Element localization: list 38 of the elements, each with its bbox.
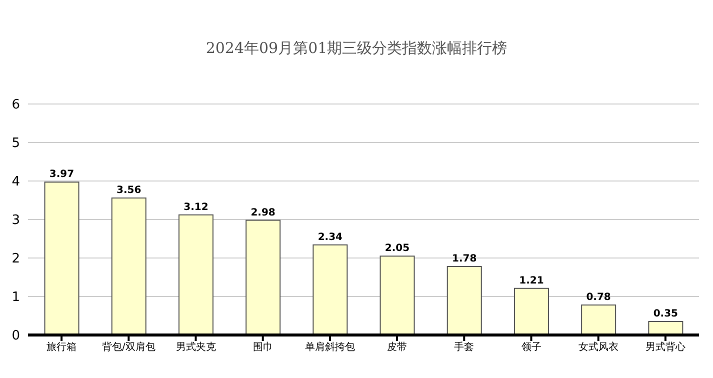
- data-label: 3.56: [116, 184, 142, 196]
- data-label: 2.34: [318, 232, 343, 243]
- x-tick-label: 男式夹克: [176, 341, 216, 354]
- data-label: 3.12: [184, 202, 208, 213]
- data-label: 1.21: [519, 275, 544, 286]
- y-tick-label: 6: [12, 98, 20, 113]
- y-tick-label: 0: [12, 328, 20, 344]
- data-label: 1.78: [452, 253, 477, 264]
- bar: [380, 256, 415, 335]
- bar: [648, 321, 684, 335]
- y-tick-label: 4: [12, 174, 20, 190]
- y-tick-label: 5: [12, 136, 20, 152]
- y-tick-label: 2: [12, 252, 20, 267]
- x-tick-label: 手套: [454, 341, 474, 354]
- bar: [178, 214, 214, 335]
- x-tick-label: 围巾: [252, 341, 273, 354]
- bar: [312, 244, 348, 335]
- bar: [514, 288, 549, 335]
- y-tick-label: 3: [12, 213, 20, 228]
- bar: [246, 220, 281, 335]
- chart-title: 2024年09月第01期三级分类指数涨幅排行榜: [204, 38, 508, 58]
- x-tick-label: 旅行箱: [46, 341, 77, 354]
- data-label: 3.97: [49, 169, 74, 180]
- data-label: 0.78: [586, 292, 611, 303]
- x-tick-label: 女式风衣: [578, 341, 618, 354]
- bar: [581, 304, 616, 335]
- bar: [446, 266, 482, 335]
- bar: [44, 182, 80, 335]
- bar: [111, 197, 146, 335]
- data-label: 2.05: [384, 243, 410, 254]
- x-tick-label: 男式背心: [645, 341, 686, 354]
- data-label: 0.35: [653, 308, 678, 320]
- data-label: 2.98: [250, 207, 276, 218]
- x-tick-label: 背包/双肩包: [102, 341, 156, 354]
- x-tick-label: 领子: [521, 341, 542, 354]
- x-tick-label: 单肩斜挎包: [304, 341, 355, 354]
- x-tick-label: 皮带: [387, 341, 408, 354]
- y-tick-label: 1: [12, 290, 20, 306]
